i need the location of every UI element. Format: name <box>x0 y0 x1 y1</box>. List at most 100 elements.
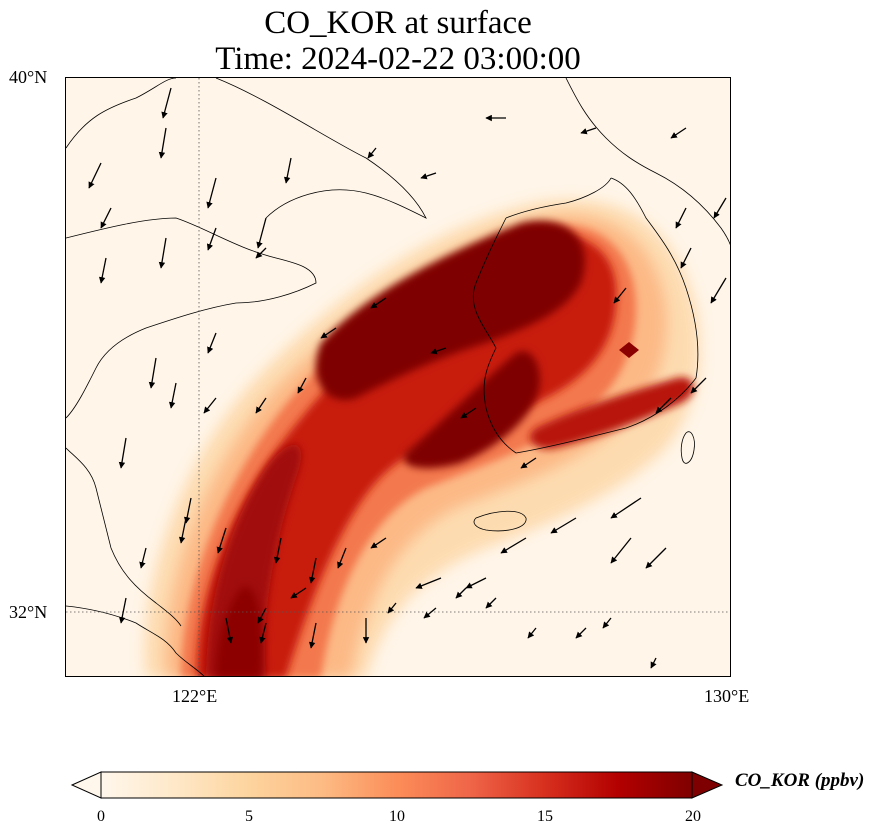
wind-arrow <box>610 537 632 564</box>
wind-arrow <box>455 587 467 599</box>
wind-vectors <box>88 87 727 669</box>
wind-arrow <box>680 247 692 269</box>
wind-arrow <box>690 377 707 394</box>
coastline-china-east <box>66 447 182 627</box>
wind-arrow <box>273 537 282 564</box>
map-title-line2: Time: 2024-02-22 03:00:00 <box>215 41 581 77</box>
wind-arrow <box>207 332 217 354</box>
wind-arrow <box>256 217 267 249</box>
wind-arrow <box>148 357 157 389</box>
wind-arrow <box>158 237 167 269</box>
wind-arrow <box>320 327 337 339</box>
coastline-korea-northeast <box>565 78 730 245</box>
wind-arrow <box>550 517 577 534</box>
colorbar-tick-0: 0 <box>97 808 105 825</box>
wind-arrow <box>415 577 442 589</box>
wind-arrow <box>387 602 397 614</box>
plume-core-north <box>315 220 585 400</box>
plume-core-south <box>216 586 263 676</box>
wind-arrow <box>710 277 727 304</box>
wind-arrow <box>178 517 187 544</box>
wind-arrow <box>670 127 687 139</box>
coastline-china-north <box>66 78 177 149</box>
colorbar-tick-20: 20 <box>685 808 701 825</box>
map-canvas <box>66 78 730 676</box>
coastline-shandong <box>66 217 317 419</box>
wind-arrow <box>259 622 267 644</box>
lat-tick-40: 40°N <box>9 67 48 87</box>
map-panel <box>65 77 731 677</box>
wind-arrow <box>610 497 642 519</box>
wind-arrow <box>500 537 527 554</box>
wind-arrow <box>308 622 317 649</box>
wind-arrow <box>290 587 307 599</box>
coastline-liaodong <box>215 78 427 219</box>
wind-arrow <box>580 127 597 135</box>
coastline-north-korea <box>505 177 612 219</box>
lon-tick-122: 122°E <box>172 686 218 706</box>
wind-arrow <box>430 347 447 355</box>
wind-arrow <box>216 527 227 554</box>
coastline-korea-east <box>610 177 699 379</box>
wind-arrow <box>98 257 107 284</box>
colorbar-extend-min <box>70 771 102 799</box>
wind-arrow <box>575 627 587 639</box>
wind-arrow <box>650 657 657 669</box>
wind-arrow <box>423 607 437 619</box>
wind-arrow <box>520 457 537 469</box>
wind-arrow <box>420 172 437 180</box>
wind-arrow <box>118 437 127 469</box>
plume-spot <box>619 342 639 358</box>
wind-arrow <box>257 607 267 624</box>
colorbar-extend-max <box>691 771 724 799</box>
wind-arrow <box>88 162 102 189</box>
wind-arrow <box>158 127 167 159</box>
map-title-line1: CO_KOR at surface <box>264 5 532 41</box>
wind-arrow <box>203 397 217 414</box>
wind-arrow <box>255 397 267 414</box>
wind-arrow <box>255 247 267 259</box>
wind-arrow <box>613 287 627 304</box>
co-concentration-field <box>144 199 730 676</box>
wind-arrow <box>225 617 234 644</box>
clean-air-southeast <box>386 439 730 676</box>
wind-arrow <box>297 377 307 394</box>
lon-tick-130: 130°E <box>704 686 750 706</box>
wind-arrow <box>713 197 727 219</box>
coastline-korea-south <box>515 377 697 454</box>
wind-arrow <box>139 547 147 569</box>
gridlines <box>66 78 730 676</box>
wind-arrow <box>367 147 377 159</box>
wind-arrow <box>183 497 192 524</box>
coastlines <box>66 78 730 676</box>
wind-arrow <box>370 297 387 309</box>
colorbar-gradient <box>100 771 693 799</box>
wind-arrow <box>370 537 387 549</box>
wind-arrow <box>161 87 172 119</box>
wind-arrow <box>645 547 667 569</box>
colorbar-tick-5: 5 <box>245 808 253 825</box>
wind-arrow <box>206 177 217 209</box>
island-tsushima <box>680 431 695 464</box>
wind-arrow <box>485 597 497 609</box>
coastline-korea-west <box>472 217 517 454</box>
plume-core-central <box>404 351 540 469</box>
wind-arrow <box>527 627 537 639</box>
lat-tick-32: 32°N <box>9 602 48 622</box>
wind-arrow <box>460 407 477 419</box>
wind-arrow <box>206 227 217 251</box>
wind-arrow <box>337 547 347 569</box>
colorbar-tick-15: 15 <box>537 808 553 825</box>
wind-arrow <box>118 597 127 624</box>
wind-arrow <box>465 577 487 589</box>
wind-arrow <box>602 617 612 629</box>
island-jeju <box>473 510 527 532</box>
colorbar-label: CO_KOR (ppbv) <box>735 770 865 791</box>
wind-arrow <box>168 382 177 409</box>
wind-arrow <box>308 557 317 584</box>
wind-arrow <box>100 207 112 229</box>
colorbar <box>70 771 724 799</box>
wind-arrow <box>283 157 292 184</box>
wind-arrow <box>675 207 687 229</box>
coastline-yangtze <box>66 605 205 676</box>
